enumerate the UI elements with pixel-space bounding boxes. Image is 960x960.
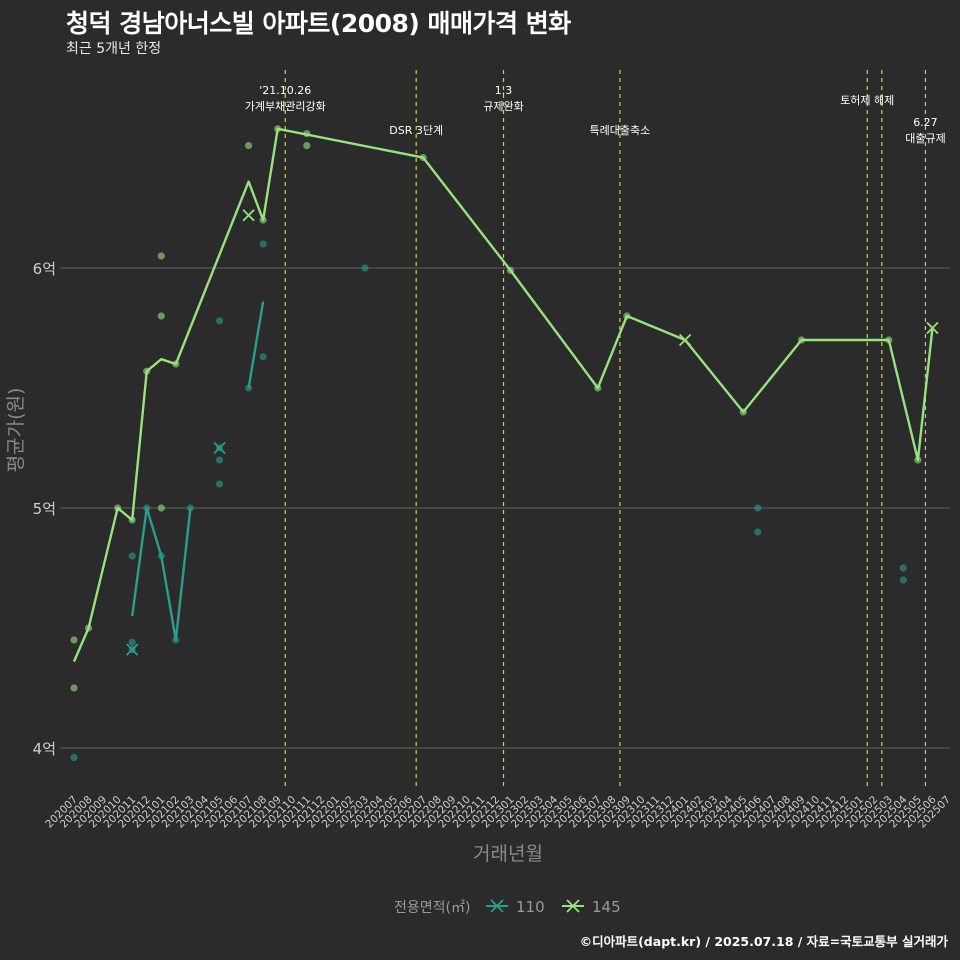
legend-key-cross-145 (566, 899, 580, 913)
chart-subtitle: 최근 5개년 한정 (66, 41, 162, 57)
data-point-110 (172, 636, 180, 644)
legend-label-110: 110 (516, 898, 545, 916)
data-point-145 (259, 216, 267, 224)
data-point-110 (259, 353, 267, 361)
data-point-145 (114, 504, 122, 512)
data-point-145 (70, 636, 78, 644)
data-point-110 (70, 754, 78, 762)
data-point-110 (215, 480, 224, 488)
data-point-145 (303, 130, 311, 138)
event-annotation: 토허제 해제 (840, 93, 894, 107)
data-point-145 (172, 360, 180, 368)
data-point-145 (594, 384, 602, 392)
cross-marker-110 (213, 441, 226, 455)
event-annotation: DSR 3단계 (389, 124, 443, 137)
data-point-110 (157, 552, 165, 560)
data-point-110 (899, 576, 907, 584)
data-point-145 (303, 142, 311, 150)
source-caption: ©디아파트(dapt.kr) / 2025.07.18 / 자료=국토교통부 실… (579, 934, 948, 949)
cross-marker-145 (926, 321, 939, 335)
data-point-145 (245, 142, 253, 150)
data-point-110 (259, 240, 267, 248)
event-annotation: 특례대출축소 (590, 124, 651, 137)
data-point-145 (885, 336, 893, 344)
y-tick-label: 5억 (33, 500, 56, 518)
event-annotation: '21.10.26 가계부채관리강화 (245, 84, 326, 113)
event-annotation: 1.3 규제완화 (483, 84, 523, 113)
series-line-110 (131, 506, 192, 642)
data-point-110 (128, 552, 136, 560)
y-axis-label: 평균가(원) (5, 388, 27, 473)
data-point-110 (754, 528, 762, 536)
data-point-145 (419, 154, 427, 162)
data-point-145 (157, 252, 165, 260)
cross-marker-145 (678, 333, 692, 347)
data-point-110 (215, 456, 224, 464)
data-point-110 (186, 504, 194, 512)
data-point-110 (245, 384, 253, 392)
data-point-145 (143, 367, 151, 375)
chart-title: 청덕 경남아너스빌 아파트(2008) 매매가격 변화 (66, 9, 571, 38)
data-point-145 (797, 336, 806, 344)
cross-marker-145 (242, 209, 255, 222)
y-tick-label: 4억 (33, 740, 56, 758)
data-point-145 (84, 624, 93, 632)
data-point-110 (361, 264, 369, 272)
data-point-145 (506, 266, 515, 274)
data-point-145 (70, 684, 78, 692)
x-axis-label: 거래년월 (473, 843, 543, 865)
data-point-145 (623, 312, 631, 320)
data-point-145 (157, 312, 165, 320)
data-point-110 (899, 564, 907, 572)
data-point-110 (128, 638, 136, 647)
y-tick-label: 6억 (33, 260, 56, 278)
data-point-145 (157, 504, 165, 512)
data-point-145 (914, 456, 922, 464)
data-point-110 (754, 504, 762, 512)
series-line-110 (247, 301, 265, 389)
data-point-110 (215, 317, 224, 325)
legend-title: 전용면적(㎡) (394, 900, 470, 916)
data-point-110 (143, 504, 151, 512)
data-point-145 (128, 516, 136, 524)
data-point-145 (274, 125, 282, 133)
data-point-145 (739, 408, 747, 416)
cross-marker-110 (126, 643, 139, 656)
event-annotation: 6.27 대출규제 (905, 116, 945, 145)
series-line-145 (72, 127, 934, 663)
legend: 전용면적(㎡) 110 145 (394, 898, 621, 916)
legend-key-cross-110 (490, 899, 504, 913)
legend-label-145: 145 (592, 898, 621, 916)
